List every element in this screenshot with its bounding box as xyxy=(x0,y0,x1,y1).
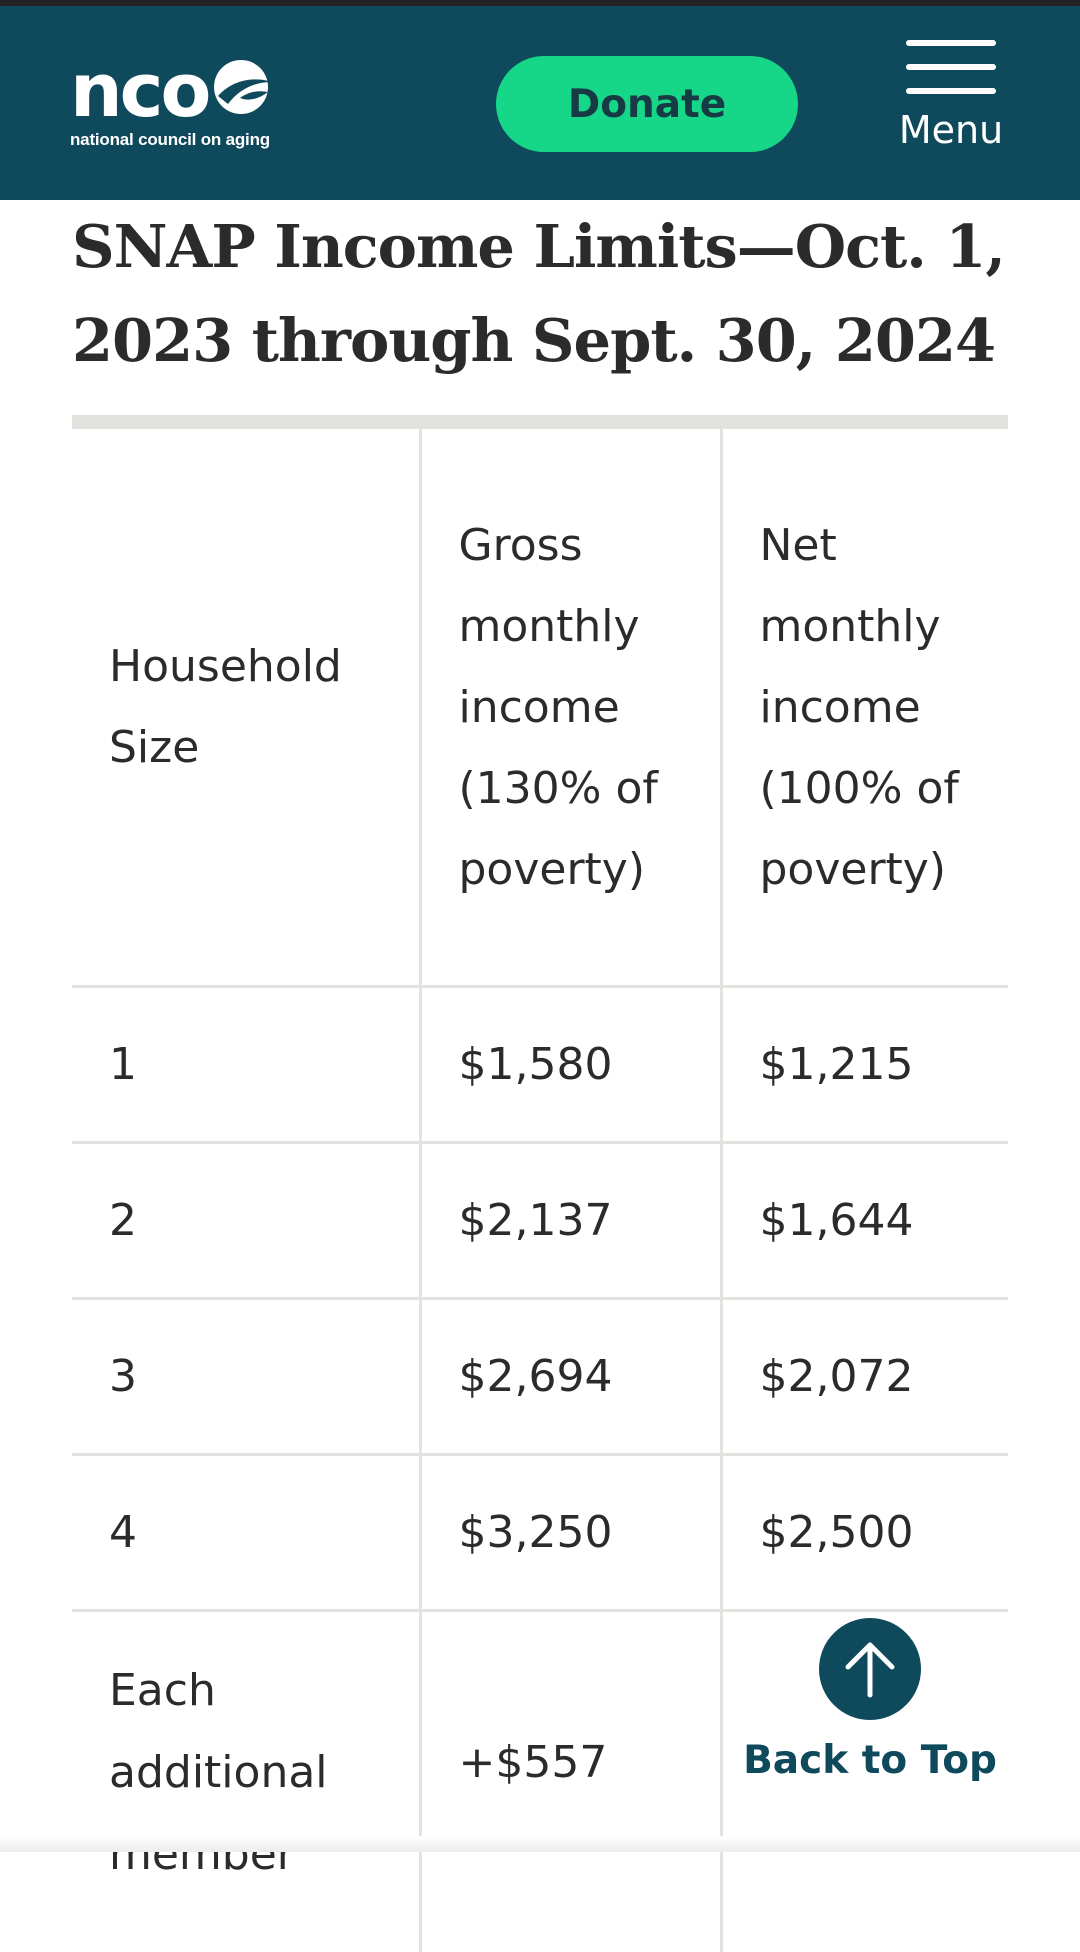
site-header: nco national council on aging Donate Men… xyxy=(0,6,1080,200)
cell-net-income: $1,215 xyxy=(721,987,1008,1143)
table-row: 4 $3,250 $2,500 xyxy=(72,1455,1008,1611)
table-top-border xyxy=(72,415,1008,429)
back-to-top-button[interactable]: Back to Top xyxy=(740,1618,1000,1783)
table-row: 2 $2,137 $1,644 xyxy=(72,1143,1008,1299)
cell-household-size: 1 xyxy=(72,987,420,1143)
hamburger-icon xyxy=(888,40,1014,94)
ncoa-logo[interactable]: nco national council on aging xyxy=(70,56,276,150)
cell-gross-income: $3,250 xyxy=(420,1455,721,1611)
back-to-top-label: Back to Top xyxy=(740,1738,1000,1783)
bottom-edge xyxy=(0,1836,1080,1852)
cell-net-income: $1,644 xyxy=(721,1143,1008,1299)
cell-household-size: 2 xyxy=(72,1143,420,1299)
menu-label: Menu xyxy=(888,108,1014,152)
menu-button[interactable]: Menu xyxy=(888,40,1014,170)
table-row: 1 $1,580 $1,215 xyxy=(72,987,1008,1143)
header-net-income: Net monthly income (100% of poverty) xyxy=(721,429,1008,987)
cell-net-income: $2,500 xyxy=(721,1455,1008,1611)
logo-swirl-icon xyxy=(210,56,276,126)
header-household-size: Household Size xyxy=(72,429,420,987)
donate-button[interactable]: Donate xyxy=(496,56,798,152)
cell-gross-income: +$557 xyxy=(420,1611,721,1952)
logo-wordmark: nco xyxy=(70,56,276,126)
page-title: SNAP Income Limits—Oct. 1, 2023 through … xyxy=(72,200,1012,388)
arrow-up-icon xyxy=(819,1618,921,1720)
cell-gross-income: $2,137 xyxy=(420,1143,721,1299)
cell-household-size: 4 xyxy=(72,1455,420,1611)
cell-gross-income: $2,694 xyxy=(420,1299,721,1455)
table-row: 3 $2,694 $2,072 xyxy=(72,1299,1008,1455)
table-header-row: Household Size Gross monthly income (130… xyxy=(72,429,1008,987)
header-gross-income: Gross monthly income (130% of poverty) xyxy=(420,429,721,987)
cell-household-size: 3 xyxy=(72,1299,420,1455)
cell-gross-income: $1,580 xyxy=(420,987,721,1143)
logo-tagline: national council on aging xyxy=(70,130,276,150)
cell-household-size: Each additional member xyxy=(72,1611,420,1952)
cell-net-income: $2,072 xyxy=(721,1299,1008,1455)
